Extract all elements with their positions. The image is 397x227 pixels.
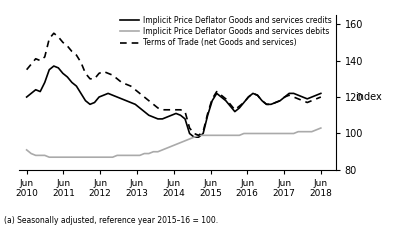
Implicit Price Deflator Goods and services credits xyxy=(24,96,29,98)
Terms of Trade (net Goods and services) xyxy=(264,103,269,106)
Implicit Price Deflator Goods and services debits xyxy=(101,156,106,158)
Implicit Price Deflator Goods and services debits xyxy=(260,132,264,135)
Terms of Trade (net Goods and services) xyxy=(52,32,56,35)
Implicit Price Deflator Goods and services credits xyxy=(156,118,160,120)
Terms of Trade (net Goods and services) xyxy=(318,96,323,98)
Terms of Trade (net Goods and services) xyxy=(101,70,106,73)
Terms of Trade (net Goods and services) xyxy=(160,109,165,111)
Terms of Trade (net Goods and services) xyxy=(47,37,52,40)
Implicit Price Deflator Goods and services debits xyxy=(24,148,29,151)
Terms of Trade (net Goods and services) xyxy=(119,81,124,84)
Implicit Price Deflator Goods and services credits xyxy=(101,94,106,96)
Text: (a) Seasonally adjusted, reference year 2015–16 = 100.: (a) Seasonally adjusted, reference year … xyxy=(4,216,218,225)
Line: Terms of Trade (net Goods and services): Terms of Trade (net Goods and services) xyxy=(27,33,321,135)
Implicit Price Deflator Goods and services credits xyxy=(119,97,124,100)
Implicit Price Deflator Goods and services debits xyxy=(301,130,305,133)
Y-axis label: index: index xyxy=(355,92,382,102)
Legend: Implicit Price Deflator Goods and services credits, Implicit Price Deflator Good: Implicit Price Deflator Goods and servic… xyxy=(120,16,332,47)
Terms of Trade (net Goods and services) xyxy=(196,134,201,137)
Implicit Price Deflator Goods and services debits xyxy=(156,150,160,153)
Line: Implicit Price Deflator Goods and services credits: Implicit Price Deflator Goods and servic… xyxy=(27,66,321,137)
Implicit Price Deflator Goods and services credits xyxy=(264,103,269,106)
Implicit Price Deflator Goods and services debits xyxy=(318,127,323,129)
Implicit Price Deflator Goods and services credits xyxy=(318,92,323,95)
Implicit Price Deflator Goods and services credits xyxy=(192,136,197,138)
Implicit Price Deflator Goods and services debits xyxy=(52,156,56,158)
Implicit Price Deflator Goods and services credits xyxy=(52,65,56,67)
Implicit Price Deflator Goods and services debits xyxy=(47,156,52,158)
Terms of Trade (net Goods and services) xyxy=(156,107,160,109)
Implicit Price Deflator Goods and services debits xyxy=(119,154,124,157)
Implicit Price Deflator Goods and services credits xyxy=(160,118,165,120)
Implicit Price Deflator Goods and services credits xyxy=(47,68,52,71)
Terms of Trade (net Goods and services) xyxy=(24,68,29,71)
Line: Implicit Price Deflator Goods and services debits: Implicit Price Deflator Goods and servic… xyxy=(27,128,321,157)
